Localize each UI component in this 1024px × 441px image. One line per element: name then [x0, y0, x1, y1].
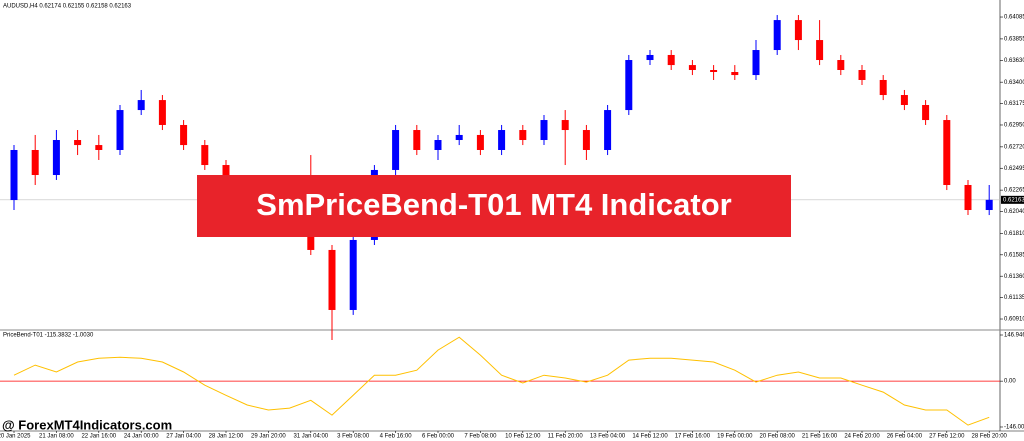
price-pane: 0.64085 0.63855 0.63630 0.63400 0.63175 0.629… [0, 15, 1024, 340]
chart-title: AUDUSD,H4 0.62174 0.62155 0.62158 0.6216… [3, 4, 132, 10]
x-tick-label: 21 Jan 08:00 [39, 434, 74, 440]
x-tick-label: 24 Feb 20:00 [844, 434, 880, 440]
candle-body [625, 60, 633, 111]
candle-body [413, 130, 421, 150]
x-tick-label: 13 Feb 04:00 [590, 434, 626, 440]
x-tick-label: 22 Jan 16:00 [81, 434, 116, 440]
candle-body [794, 20, 802, 41]
candle-body [879, 79, 887, 96]
y-tick-label: -146.0071 [1004, 425, 1024, 431]
y-tick-label: 0.63630 [1004, 58, 1024, 64]
y-tick-label: 0.61585 [1004, 252, 1024, 258]
candle-body [476, 134, 484, 150]
x-tick-label: 29 Jan 20:00 [251, 434, 286, 440]
candle-body [943, 120, 951, 185]
x-tick-label: 14 Feb 12:00 [632, 434, 668, 440]
candle-body [710, 70, 718, 73]
watermark: @ ForexMT4Indicators.com [2, 417, 172, 432]
candle-body [582, 130, 590, 150]
y-tick-label: 0.62950 [1004, 123, 1024, 129]
x-tick-label: 26 Feb 04:00 [887, 434, 923, 440]
candle-body [52, 140, 60, 176]
candle-body [434, 140, 442, 150]
y-tick-label: 0.61360 [1004, 274, 1024, 280]
candle-body [964, 184, 972, 211]
x-tick-label: 27 Feb 12:00 [929, 434, 965, 440]
candle-body [604, 110, 612, 150]
candle-body [10, 149, 18, 201]
candle-body [349, 239, 357, 310]
x-tick-label: 3 Feb 08:00 [337, 434, 370, 440]
candle-body [498, 130, 506, 150]
y-tick-label: 0.62265 [1004, 188, 1024, 194]
candle-body [74, 140, 82, 146]
candle-body [561, 120, 569, 131]
y-tick-label: 0.63175 [1004, 101, 1024, 107]
x-tick-label: 28 Jan 12:00 [209, 434, 244, 440]
candle-body [667, 54, 675, 66]
candle-body [180, 124, 188, 146]
indicator-line [13, 336, 990, 426]
x-tick-label: 20 Feb 08:00 [760, 434, 796, 440]
candle-body [646, 54, 654, 61]
candle-body [519, 130, 527, 141]
candle-body [731, 72, 739, 76]
last-price-tag [1001, 195, 1024, 204]
candle-body [985, 199, 993, 211]
y-tick-label: 0.64085 [1004, 15, 1024, 21]
y-tick-label: 0.00 [1004, 379, 1016, 385]
candle-body [392, 130, 400, 170]
candle-body [158, 100, 166, 125]
x-tick-label: 17 Feb 16:00 [675, 434, 711, 440]
candle-body [222, 165, 230, 180]
x-tick-label: 7 Feb 08:00 [464, 434, 497, 440]
candle-body [455, 134, 463, 141]
x-tick-label: 28 Feb 20:00 [972, 434, 1008, 440]
banner-box [197, 175, 791, 237]
x-tick-label: 21 Feb 16:00 [802, 434, 838, 440]
candle-body [773, 20, 781, 51]
y-tick-label: 0.63855 [1004, 36, 1024, 42]
y-tick-label: 0.63400 [1004, 80, 1024, 86]
x-tick-label: 27 Jan 04:00 [166, 434, 201, 440]
x-tick-label: 20 Jan 2025 [0, 434, 31, 440]
candle-body [837, 60, 845, 71]
x-tick-label: 19 Feb 00:00 [717, 434, 753, 440]
x-tick-label: 31 Jan 04:00 [293, 434, 328, 440]
x-tick-label: 10 Feb 12:00 [505, 434, 541, 440]
y-tick-label: 0.61135 [1004, 295, 1024, 301]
last-price-label: 0.62163 [1003, 197, 1024, 203]
candle-body [922, 105, 930, 121]
candle-body [328, 249, 336, 310]
banner-text: SmPriceBend-T01 MT4 Indicator [256, 187, 731, 222]
y-tick-label: 0.60910 [1004, 317, 1024, 323]
y-tick-label: 0.62495 [1004, 166, 1024, 172]
candle-body [688, 65, 696, 71]
x-tick-label: 11 Feb 20:00 [548, 434, 584, 440]
y-tick-label: 0.62040 [1004, 209, 1024, 215]
candle-body [116, 110, 124, 150]
indicator-pane: 146.9463 0.00 -146.0071 [0, 333, 1024, 431]
candle-body [900, 95, 908, 106]
x-tick-label: 6 Feb 00:00 [422, 434, 455, 440]
y-tick-label: 146.9463 [1004, 333, 1024, 339]
y-tick-label: 0.62720 [1004, 144, 1024, 150]
candle-body [858, 70, 866, 80]
x-tick-label: 4 Feb 16:00 [380, 434, 413, 440]
candle-body [137, 100, 145, 111]
x-tick-label: 24 Jan 00:00 [124, 434, 159, 440]
candle-body [540, 120, 548, 141]
candle-body [752, 50, 760, 76]
candle-body [816, 40, 824, 61]
y-tick-label: 0.61810 [1004, 231, 1024, 237]
candle-body [95, 145, 103, 150]
candle-body [31, 149, 39, 176]
candle-body [201, 145, 209, 166]
indicator-title: PriceBend-T01 -115.3832 -1.0030 [3, 333, 94, 339]
